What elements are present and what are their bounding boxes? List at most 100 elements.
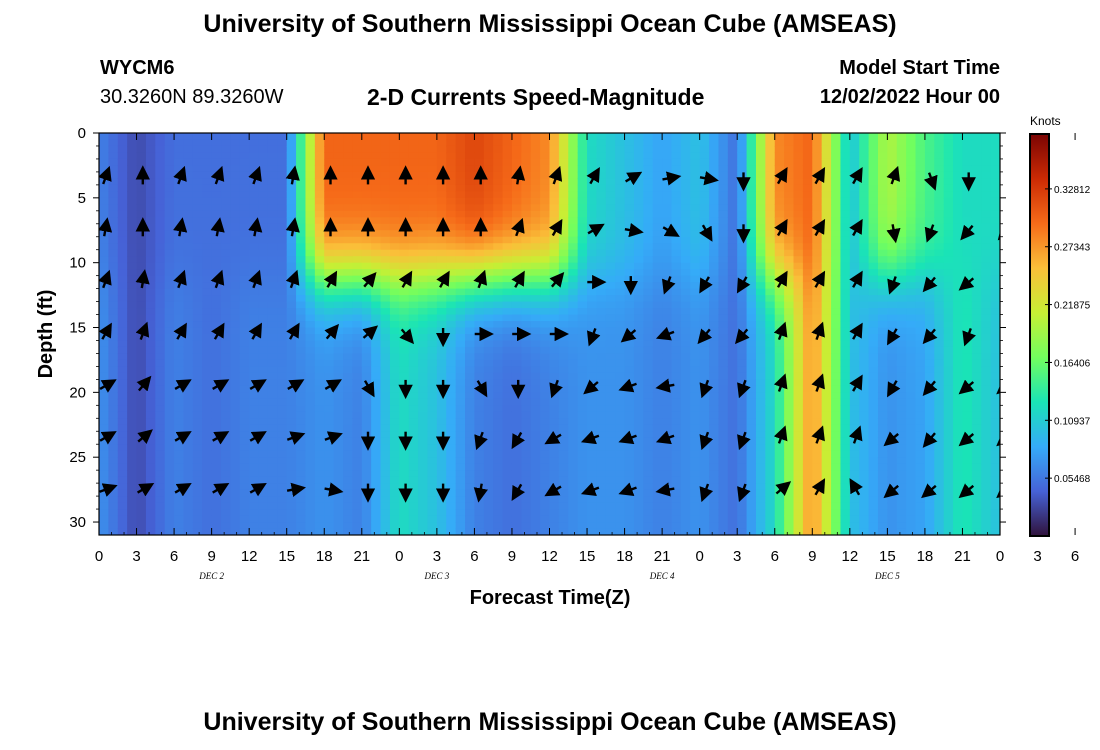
heatmap-cell [643, 197, 654, 205]
heatmap-cell [333, 392, 344, 400]
heatmap-cell [840, 340, 851, 348]
heatmap-cell [314, 457, 325, 465]
heatmap-cell [277, 431, 288, 439]
heatmap-cell [755, 444, 766, 452]
heatmap-cell [840, 243, 851, 251]
plot-title: University of Southern Mississippi Ocean… [203, 10, 897, 38]
heatmap-cell [755, 379, 766, 387]
heatmap-cell [755, 359, 766, 368]
heatmap-cell [164, 359, 175, 368]
heatmap-cell [399, 385, 410, 393]
heatmap-cell [145, 405, 156, 413]
heatmap-cell [793, 334, 804, 342]
heatmap-cell [371, 509, 382, 517]
heatmap-cell [699, 346, 710, 355]
heatmap-cell [145, 476, 156, 484]
heatmap-cell [558, 269, 569, 277]
heatmap-cell [699, 424, 710, 432]
heatmap-cell [117, 282, 128, 290]
heatmap-cell [784, 346, 795, 355]
heatmap-cell [117, 424, 128, 432]
heatmap-cell [446, 152, 457, 160]
heatmap-cell [784, 288, 795, 296]
heatmap-cell [399, 366, 410, 374]
heatmap-cell [690, 515, 701, 523]
heatmap-cell [774, 444, 785, 452]
heatmap-cell [483, 392, 494, 400]
heatmap-cell [389, 314, 400, 322]
heatmap-cell [558, 197, 569, 205]
heatmap-cell [249, 301, 260, 309]
heatmap-cell [436, 256, 447, 264]
heatmap-cell [399, 489, 410, 497]
heatmap-cell [671, 450, 682, 458]
heatmap-cell [258, 385, 269, 393]
heatmap-cell [305, 249, 316, 257]
heatmap-cell [239, 366, 250, 374]
heatmap-cell [343, 522, 354, 530]
heatmap-cell [277, 133, 288, 141]
heatmap-cell [755, 256, 766, 264]
heatmap-cell [418, 178, 429, 186]
heatmap-cell [511, 152, 522, 160]
heatmap-cell [211, 184, 222, 192]
heatmap-cell [671, 217, 682, 225]
heatmap-cell [558, 191, 569, 199]
heatmap-cell [249, 353, 260, 361]
heatmap-cell [174, 288, 185, 296]
heatmap-cell [615, 457, 626, 465]
heatmap-cell [784, 165, 795, 173]
heatmap-cell [371, 489, 382, 497]
heatmap-cell [249, 405, 260, 413]
heatmap-cell [774, 359, 785, 368]
heatmap-cell [258, 470, 269, 478]
heatmap-cell [99, 392, 109, 400]
heatmap-cell [408, 191, 419, 199]
heatmap-cell [502, 359, 513, 368]
heatmap-cell [633, 502, 644, 510]
heatmap-cell [568, 353, 579, 361]
heatmap-cell [493, 372, 504, 380]
heatmap-cell [568, 223, 579, 231]
heatmap-cell [652, 450, 663, 458]
heatmap-cell [408, 353, 419, 361]
heatmap-cell [502, 392, 513, 400]
heatmap-cell [221, 528, 231, 535]
heatmap-cell [192, 489, 203, 497]
heatmap-cell [286, 139, 297, 147]
heatmap-cell [408, 334, 419, 342]
heatmap-cell [108, 366, 119, 374]
heatmap-cell [793, 450, 804, 458]
heatmap-cell [333, 450, 344, 458]
heatmap-cell [784, 204, 795, 212]
heatmap-cell [136, 392, 147, 400]
heatmap-cell [643, 405, 654, 413]
heatmap-cell [155, 528, 166, 535]
heatmap-cell [230, 411, 241, 419]
heatmap-cell [343, 398, 354, 406]
heatmap-cell [633, 262, 644, 270]
heatmap-cell [765, 528, 776, 535]
heatmap-cell [333, 334, 344, 342]
heatmap-cell [831, 463, 842, 471]
heatmap-cell [221, 301, 231, 309]
heatmap-cell [474, 424, 485, 432]
heatmap-cell [671, 301, 682, 309]
heatmap-cell [587, 275, 598, 283]
heatmap-cell [746, 204, 757, 212]
heatmap-cell [540, 301, 551, 309]
heatmap-cell [277, 171, 288, 179]
heatmap-cell [174, 392, 185, 400]
heatmap-cell [662, 359, 673, 368]
heatmap-cell [230, 171, 241, 179]
heatmap-cell [652, 476, 663, 484]
heatmap-cell [380, 470, 391, 478]
heatmap-cell [483, 230, 494, 238]
heatmap-cell [108, 470, 119, 478]
heatmap-cell [671, 463, 682, 471]
heatmap-cell [455, 327, 466, 335]
heatmap-cell [314, 424, 325, 432]
heatmap-cell [108, 450, 119, 458]
heatmap-cell [305, 431, 316, 439]
heatmap-cell [624, 145, 635, 154]
